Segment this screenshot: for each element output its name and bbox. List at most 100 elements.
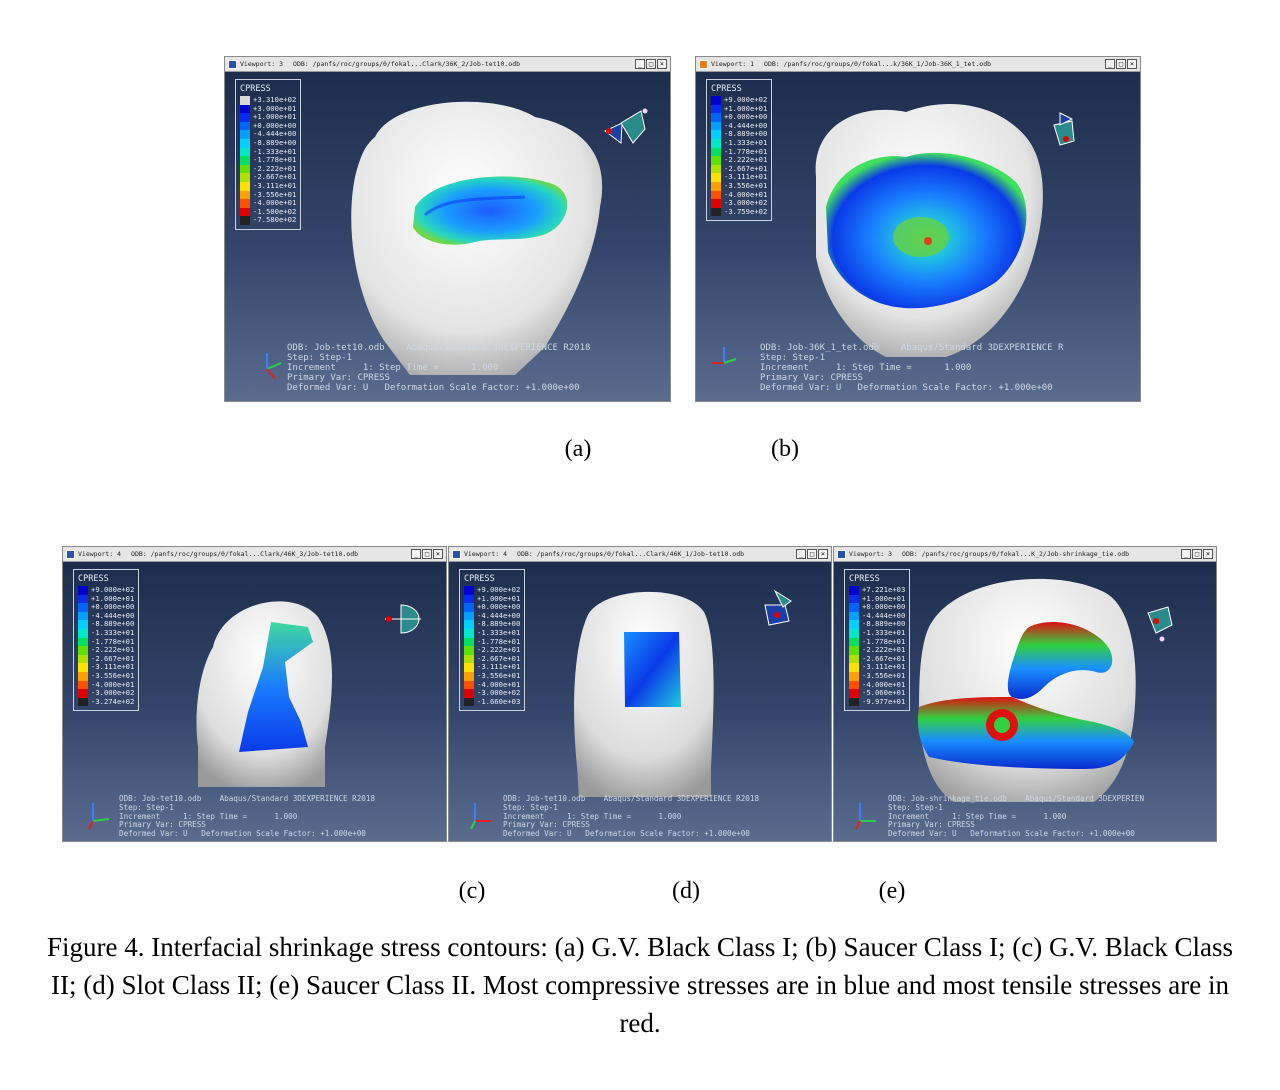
legend-entry: -3.111e+01	[464, 663, 520, 672]
legend-value: +7.221e+03	[862, 585, 906, 594]
legend-entry: -3.556e+01	[78, 671, 134, 681]
info-line: Step: Step-1	[287, 353, 353, 363]
maximize-button[interactable]: □	[422, 549, 432, 559]
legend-value: -4.000e+01	[862, 679, 906, 689]
legend-entry: +1.000e+01	[240, 113, 296, 122]
legend-entry: -8.889e+00	[711, 130, 767, 139]
legend-value: +3.310e+02	[253, 95, 297, 104]
viewport-icon	[66, 549, 75, 559]
legend-swatch	[849, 671, 859, 681]
legend-entry: +1.000e+01	[78, 594, 134, 604]
legend-value: +3.000e+01	[253, 103, 297, 113]
orientation-triad-icon	[1147, 606, 1173, 642]
info-line: Step: Step-1	[503, 802, 558, 812]
minimize-button[interactable]: _	[1181, 549, 1191, 559]
legend-value: -3.556e+01	[253, 189, 297, 199]
simulation-info: ODB: Job-tet10.odb Abaqus/Standard 3DEXP…	[287, 343, 590, 393]
legend-swatch	[78, 646, 88, 655]
legend-entry: -2.667e+01	[240, 173, 296, 182]
info-line: Deformed Var: U Deformation Scale Factor…	[760, 383, 1053, 393]
legend-entry: -1.778e+01	[464, 637, 520, 647]
minimize-button[interactable]: _	[635, 59, 645, 69]
legend-swatch	[711, 104, 721, 114]
legend-swatch	[240, 199, 250, 208]
legend-entry: +1.000e+01	[711, 103, 768, 114]
legend-swatch	[464, 663, 474, 672]
legend-entry: -1.333e+01	[849, 628, 905, 638]
legend-swatch	[711, 147, 721, 157]
legend-value: -1.500e+02	[253, 206, 297, 216]
legend-entry: -3.556e+01	[711, 181, 767, 191]
info-line: Primary Var: CPRESS	[760, 373, 863, 383]
legend-entry: -3.111e+01	[240, 181, 296, 191]
legend-entry: -1.333e+01	[464, 628, 520, 638]
legend-value: -1.333e+01	[91, 627, 135, 637]
legend-swatch	[711, 113, 721, 122]
minimize-button[interactable]: _	[1105, 59, 1115, 69]
minimize-button[interactable]: _	[796, 549, 806, 559]
orientation-triad-icon	[764, 589, 792, 626]
legend-swatch	[711, 96, 721, 105]
close-button[interactable]: ×	[1203, 549, 1213, 559]
close-button[interactable]: ×	[433, 549, 443, 559]
legend-value: +0.000e+00	[253, 120, 297, 130]
legend-entry: +0.000e+00	[78, 603, 134, 612]
info-line: Increment 1: Step Time = 1.000	[287, 363, 499, 373]
viewport-number: Viewport: 1	[711, 60, 755, 68]
close-button[interactable]: ×	[657, 59, 667, 69]
stress-legend: CPRESS +3.310e+02 +3.000e+01 +1.000e+01 +0.…	[235, 79, 302, 230]
orientation-triad-icon	[604, 108, 648, 144]
legend-swatch	[78, 628, 88, 638]
legend-value: -1.660e+03	[477, 696, 521, 706]
close-button[interactable]: ×	[1127, 59, 1137, 69]
legend-scale: +9.000e+02 +1.000e+01 +0.000e+00 -4.444e+00…	[711, 95, 768, 217]
legend-value: -2.222e+01	[253, 163, 297, 173]
legend-swatch	[849, 628, 859, 638]
info-line: Primary Var: CPRESS	[287, 373, 390, 383]
legend-value: -2.667e+01	[862, 653, 906, 663]
legend-value: -7.580e+02	[253, 215, 297, 225]
legend-swatch	[464, 646, 474, 655]
axis-triad-icon	[88, 803, 110, 830]
viewport-icon	[228, 59, 237, 69]
legend-entry: +0.000e+00	[711, 113, 767, 122]
legend-entry: -2.667e+01	[849, 653, 906, 664]
legend-value: +9.000e+02	[91, 585, 135, 594]
maximize-button[interactable]: □	[807, 549, 817, 559]
legend-entry: -9.977e+01	[849, 696, 906, 707]
legend-swatch	[464, 620, 474, 629]
maximize-button[interactable]: □	[646, 59, 656, 69]
minimize-button[interactable]: _	[411, 549, 421, 559]
info-line: ODB: Job-tet10.odb Abaqus/Standard 3DEXP…	[503, 794, 760, 803]
legend-value: +1.000e+01	[724, 103, 768, 113]
legend-value: -3.000e+02	[724, 198, 768, 208]
subfigure-label-a: (a)	[564, 436, 592, 462]
close-button[interactable]: ×	[818, 549, 828, 559]
info-line: Step: Step-1	[119, 802, 174, 812]
info-line: Increment 1: Step Time = 1.000	[503, 811, 682, 821]
legend-swatch	[464, 637, 474, 647]
cavity-stress-contour	[239, 622, 313, 752]
legend-value: -3.274e+02	[91, 696, 135, 706]
legend-value: -1.778e+01	[724, 146, 768, 156]
info-line: ODB: Job-36K_1_tet.odb Abaqus/Standard 3…	[760, 343, 1064, 353]
stress-legend: CPRESS +7.221e+03 +1.000e+01 +0.000e+00 -4.…	[844, 569, 911, 712]
legend-swatch	[711, 199, 721, 208]
legend-swatch	[240, 181, 250, 191]
info-line: Increment 1: Step Time = 1.000	[888, 811, 1067, 821]
axis-triad-icon	[470, 803, 491, 830]
viewport-panel-e: Viewport: 3 ODB: /panfs/roc/groups/0/fok…	[833, 546, 1217, 842]
legend-entry: -3.000e+02	[711, 199, 767, 208]
maximize-button[interactable]: □	[1116, 59, 1126, 69]
legend-value: -4.444e+00	[253, 129, 297, 139]
legend-value: -9.977e+01	[862, 696, 906, 706]
legend-swatch	[849, 586, 859, 595]
legend-entry: -1.778e+01	[78, 637, 134, 647]
legend-scale: +3.310e+02 +3.000e+01 +1.000e+01 +0.000e+00…	[240, 95, 297, 225]
legend-value: -2.222e+01	[862, 645, 906, 655]
legend-swatch	[78, 663, 88, 672]
viewport-icon	[699, 59, 708, 69]
maximize-button[interactable]: □	[1192, 549, 1202, 559]
info-line: Deformed Var: U Deformation Scale Factor…	[503, 829, 750, 839]
info-line: ODB: Job-tet10.odb Abaqus/Standard 3DEXP…	[119, 794, 376, 803]
